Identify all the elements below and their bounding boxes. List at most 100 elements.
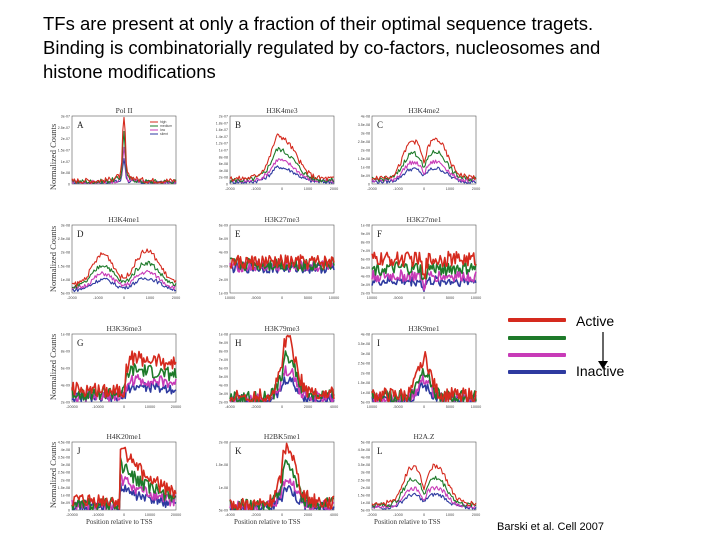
- y-tick-label: 5e-09: [219, 237, 228, 241]
- panel-frame: [229, 333, 335, 403]
- series-line-3: [71, 269, 177, 290]
- x-tick-label: -2000: [225, 187, 235, 191]
- panel-letter: E: [235, 229, 241, 239]
- series-line-4: [72, 482, 177, 511]
- y-tick-label: 1e-08: [361, 166, 370, 170]
- y-tick-label: 1.5e-08: [216, 463, 228, 467]
- y-tick-label: 5e-09: [219, 375, 228, 379]
- y-tick-label: 5e-09: [361, 266, 370, 270]
- y-tick-label: 1e-08: [361, 501, 370, 505]
- y-tick-label: 8e-09: [219, 350, 228, 354]
- y-tick-label: 1.2e-07: [216, 142, 228, 146]
- x-tick-label: 0: [281, 513, 283, 517]
- y-tick-label: 0: [68, 183, 70, 187]
- y-tick-label: 1e-07: [219, 149, 228, 153]
- panel-frame: [229, 115, 335, 185]
- panel-l: H2A.Z L 5e-08 4.5e-08 4e-08 3.5e-08 3e-08 2.5e-…: [358, 432, 480, 517]
- y-tick-label: 3e-09: [361, 283, 370, 287]
- x-tick-label: 1000: [446, 187, 454, 191]
- series-line-4: [371, 275, 477, 292]
- x-tick-label: 0: [123, 296, 125, 300]
- x-tick-label: 10000: [145, 513, 156, 517]
- x-tick-label: 0: [281, 187, 283, 191]
- x-tick-label: -5000: [393, 296, 403, 300]
- y-tick-label: 4e-09: [219, 251, 228, 255]
- series-line-4: [71, 277, 177, 293]
- x-tick-label: 1000: [146, 296, 154, 300]
- panel-letter: J: [77, 446, 81, 456]
- panel-frame: [71, 333, 177, 403]
- y-tick-label: 3e-08: [361, 132, 370, 136]
- panel-frame: [371, 115, 477, 185]
- legend-active-label: Active: [576, 313, 615, 329]
- x-tick-label: -5000: [393, 405, 403, 409]
- panel-b: H3K4me3 B 2e-07 1.8e-07 1.6e-07 1.4e-07 1.2e-0…: [216, 106, 338, 191]
- y-tick-label: 5e-09: [361, 174, 370, 178]
- x-axis-label-col-2: Position relative to TSS: [234, 518, 301, 526]
- y-tick-label: 2.5e-08: [358, 362, 370, 366]
- y-tick-label: 9e-09: [361, 232, 370, 236]
- y-tick-label: 8e-08: [219, 155, 228, 159]
- legend-line-green: [508, 336, 566, 340]
- panel-i: H3K9me1 I 4e-08 3.5e-08 3e-08 2.5e-08 2e-08 1.5…: [358, 324, 482, 409]
- y-tick-label: 4.5e-08: [58, 441, 70, 445]
- x-tick-label: 0: [423, 187, 425, 191]
- mini-legend-label: high: [160, 120, 167, 124]
- series-line-1: [371, 350, 477, 403]
- y-tick-label: 3e-08: [61, 224, 70, 228]
- panel-title: H3K4me1: [108, 215, 139, 224]
- panel-title: H3K9me1: [408, 324, 439, 333]
- y-tick-label: 1.5e-08: [58, 486, 70, 490]
- y-tick-label: 2.5e-08: [58, 237, 70, 241]
- panel-letter: B: [235, 120, 241, 130]
- x-tick-label: -1000: [393, 187, 403, 191]
- x-tick-label: 2000: [472, 187, 480, 191]
- x-tick-label: 1000: [304, 187, 312, 191]
- y-tick-label: 1e-08: [219, 333, 228, 337]
- x-axis-label-col-3: Position relative to TSS: [374, 518, 441, 526]
- y-tick-label: 2.5e-08: [358, 478, 370, 482]
- x-tick-label: -1000: [393, 513, 403, 517]
- y-tick-label: 5e-09: [361, 509, 370, 513]
- y-tick-label: 3e-08: [61, 463, 70, 467]
- panel-g: H3K36me3 G 1e-08 8e-09 6e-09 4e-09 2e-09-20000…: [61, 324, 181, 409]
- y-tick-label: 4e-08: [61, 448, 70, 452]
- series-line-3: [371, 485, 477, 510]
- series-line-1: [229, 254, 335, 271]
- series-line-2: [371, 149, 477, 183]
- y-tick-label: 1.6e-07: [216, 128, 228, 132]
- series-line-1: [71, 248, 177, 287]
- series-line-1: [229, 442, 335, 511]
- y-tick-label: 3e-07: [61, 115, 70, 119]
- x-tick-label: -1000: [93, 296, 103, 300]
- y-tick-label: 1e-08: [361, 391, 370, 395]
- panel-d: H3K4me1 D 3e-08 2.5e-08 2e-08 1.5e-08 1e-08 5e-…: [58, 215, 180, 300]
- panel-letter: I: [377, 338, 380, 348]
- panel-frame: [371, 333, 477, 403]
- y-tick-label: 1e-08: [61, 493, 70, 497]
- panel-title: H3K4me3: [266, 106, 297, 115]
- y-tick-label: 2e-08: [61, 251, 70, 255]
- panel-letter: D: [77, 229, 84, 239]
- mini-legend-label: medium: [160, 124, 172, 128]
- x-tick-label: -10000: [92, 513, 104, 517]
- x-tick-label: -2000: [67, 296, 77, 300]
- x-tick-label: 5000: [446, 296, 454, 300]
- y-tick-label: 4e-08: [361, 115, 370, 119]
- x-tick-label: -20000: [66, 513, 78, 517]
- y-tick-label: 1e-09: [219, 292, 228, 296]
- panel-frame: [371, 441, 477, 511]
- panel-title: Pol II: [116, 106, 133, 115]
- x-tick-label: -2000: [251, 513, 261, 517]
- x-tick-label: 10000: [225, 296, 236, 300]
- y-tick-label: 8e-09: [61, 350, 70, 354]
- y-tick-label: 4e-09: [61, 384, 70, 388]
- y-tick-label: 5e-08: [361, 441, 370, 445]
- y-tick-label: 6e-09: [219, 224, 228, 228]
- series-line-1: [71, 116, 177, 184]
- panel-letter: F: [377, 229, 382, 239]
- y-tick-label: 6e-09: [61, 367, 70, 371]
- y-tick-label: 4.5e-08: [358, 448, 370, 452]
- x-tick-label: 10000: [471, 405, 482, 409]
- x-tick-label: 0: [281, 405, 283, 409]
